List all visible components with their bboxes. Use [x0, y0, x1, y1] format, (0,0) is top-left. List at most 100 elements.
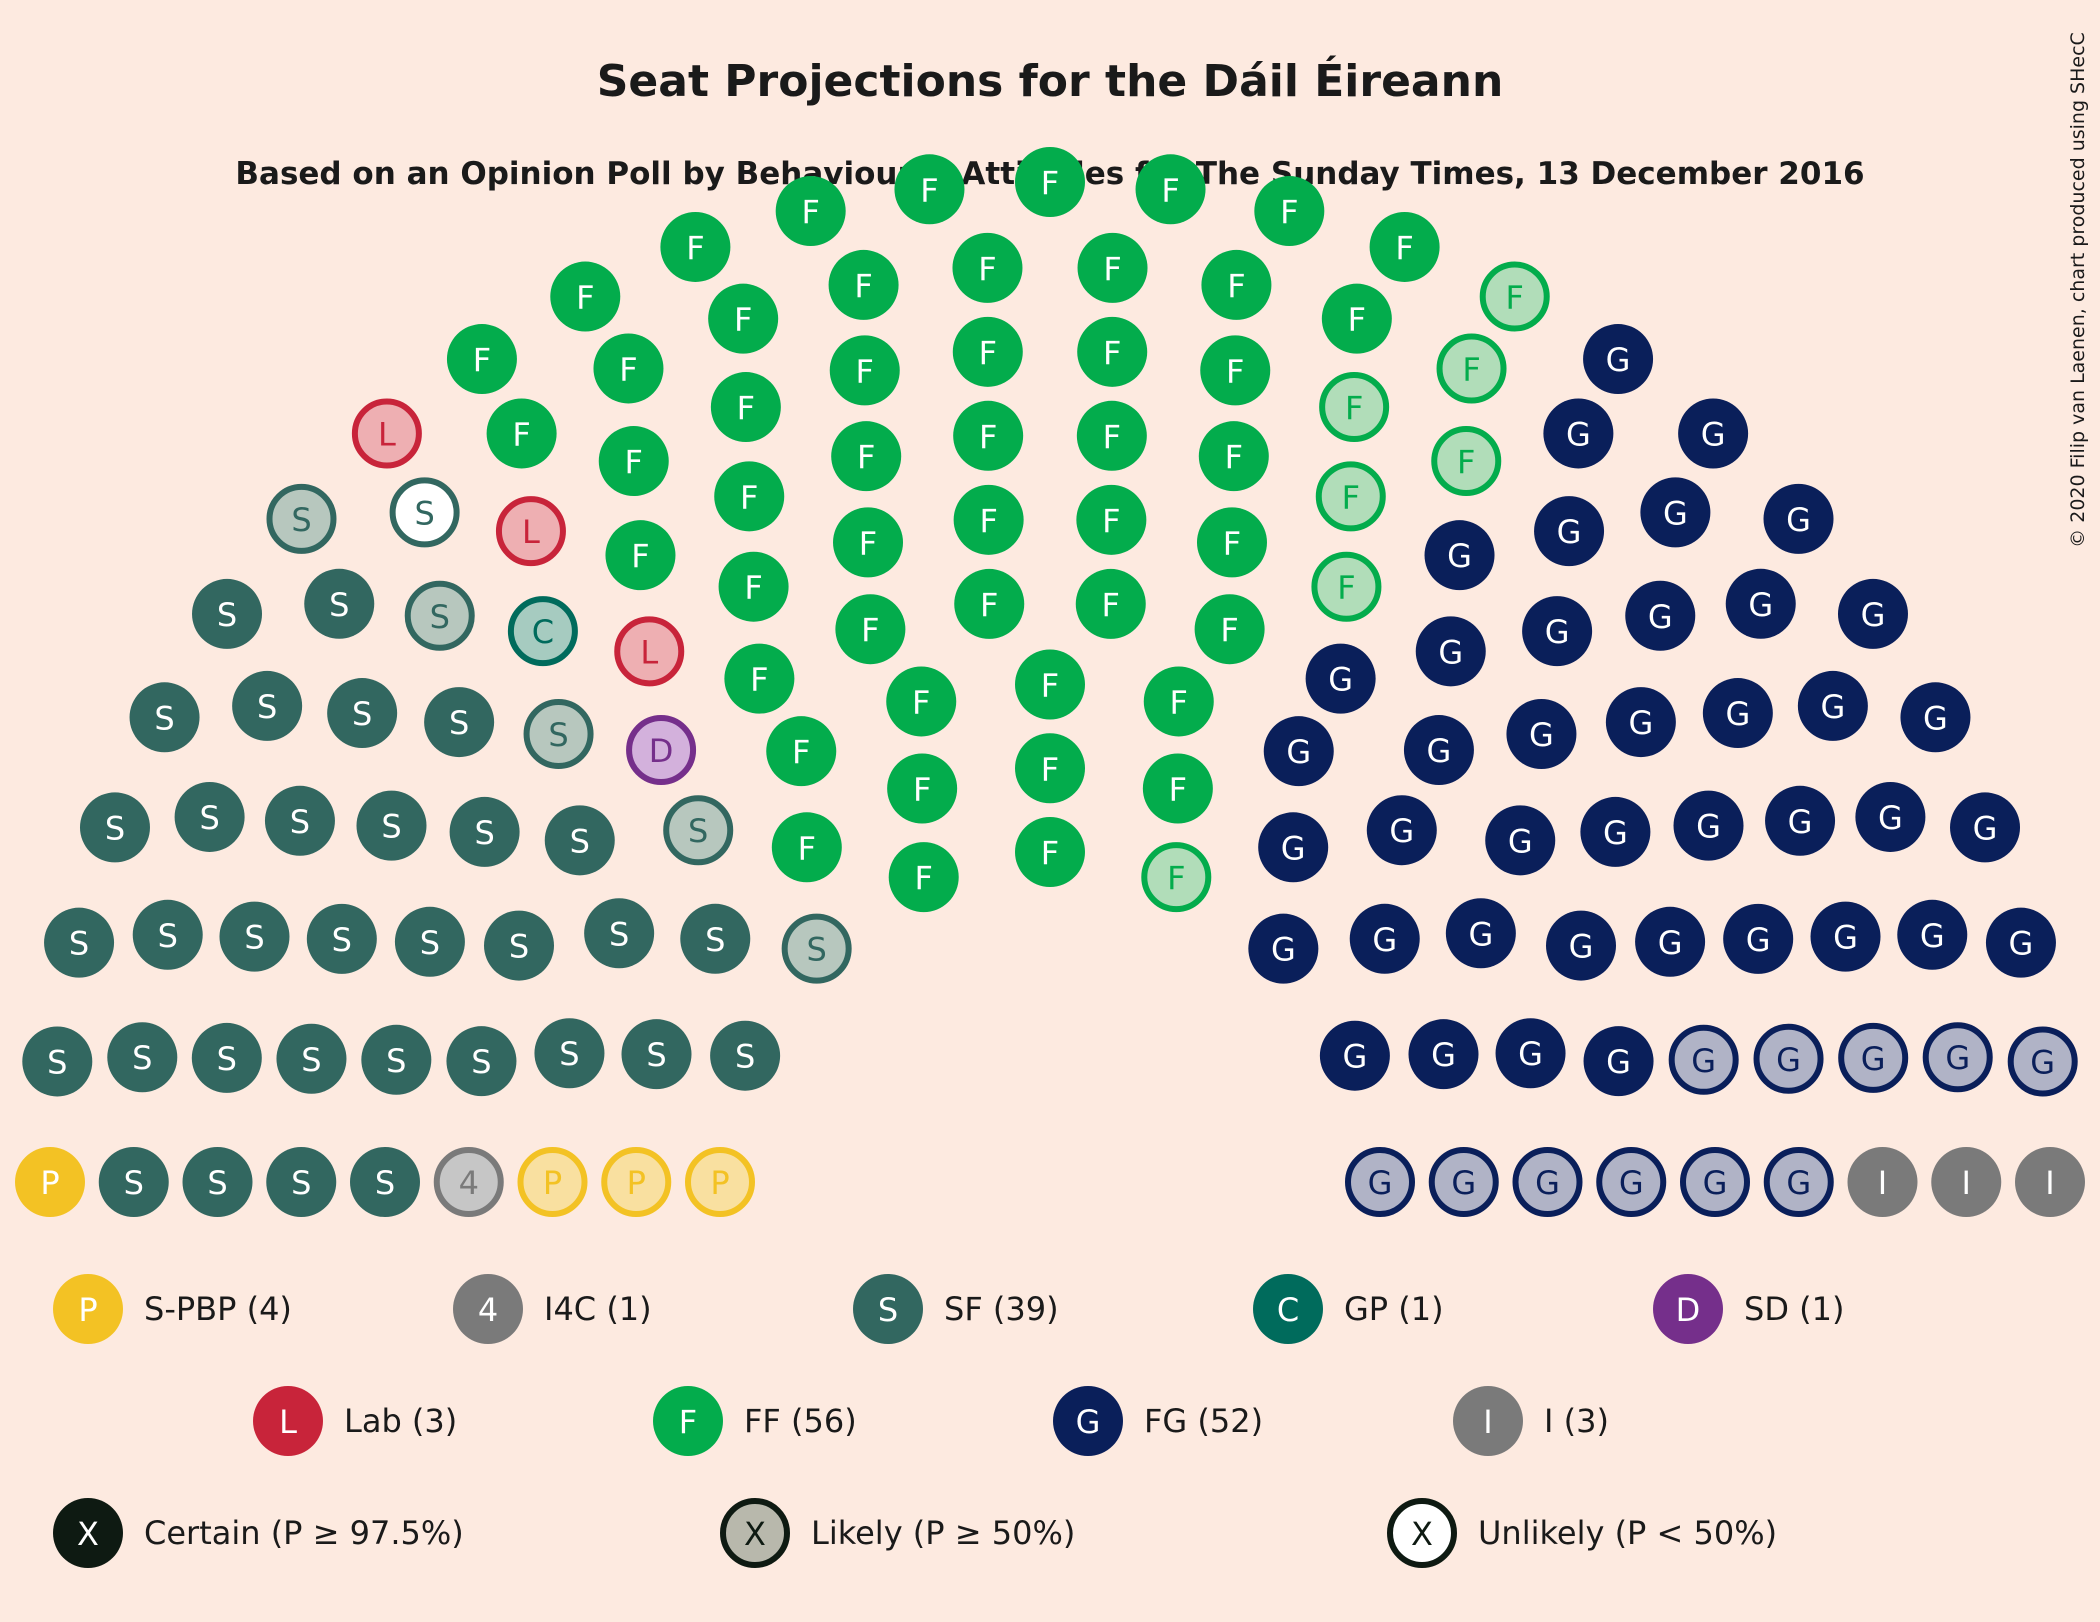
svg-text:G: G	[1468, 915, 1493, 953]
seat-sf: S	[174, 781, 245, 852]
seat-fg: G	[1506, 698, 1577, 769]
seat-fg: G	[1640, 477, 1711, 548]
svg-text:F: F	[979, 334, 997, 372]
svg-text:D: D	[649, 732, 674, 770]
seat-sf: S	[306, 903, 377, 974]
seat-ff: F	[1015, 733, 1085, 804]
seat-ff: F	[1196, 507, 1267, 578]
seat-ff: F	[1431, 426, 1502, 497]
seat-fg: G	[1258, 812, 1329, 883]
seat-sf: S	[544, 805, 615, 876]
seat-arc: P P P P 4 S S S S S S S S S S S S S S S S S S S S S S S S S S S S S S S S S S S…	[15, 147, 2085, 1217]
seat-gp: C	[507, 596, 578, 667]
svg-text:G: G	[1973, 809, 1998, 847]
certainty-legend: X Certain (P ≥ 97.5%) X Likely (P ≥ 50%) X Un…	[53, 1498, 1777, 1568]
svg-text:S: S	[570, 822, 590, 860]
seat-fg: G	[1408, 1019, 1479, 1090]
svg-text:S: S	[420, 924, 440, 962]
seat-fg: G	[1678, 398, 1749, 469]
svg-text:F: F	[734, 301, 752, 339]
legend-label: FF (56)	[744, 1402, 857, 1440]
svg-text:G: G	[1696, 808, 1721, 846]
svg-text:L: L	[522, 513, 540, 551]
svg-text:S: S	[559, 1035, 579, 1073]
seat-sf: S	[404, 580, 475, 651]
svg-text:C: C	[1277, 1291, 1299, 1329]
svg-text:F: F	[920, 171, 938, 209]
seat-ff: F	[1254, 176, 1325, 247]
legend-label: SD (1)	[1744, 1290, 1844, 1328]
svg-text:G: G	[1447, 537, 1472, 575]
svg-text:G: G	[1820, 688, 1845, 726]
svg-text:F: F	[1041, 834, 1059, 872]
legend-item-i: I I (3)	[1453, 1386, 1609, 1456]
seat-fg: G	[1305, 643, 1376, 714]
svg-text:P: P	[710, 1164, 729, 1202]
svg-text:S: S	[806, 931, 826, 969]
svg-text:G: G	[1691, 1042, 1716, 1080]
seat-fg: G	[1668, 1024, 1739, 1095]
svg-text:X: X	[1411, 1515, 1433, 1553]
svg-text:G: G	[1748, 586, 1773, 624]
certainty-item-likely: X Likely (P ≥ 50%)	[720, 1498, 1075, 1568]
seat-fg: G	[1922, 1022, 1993, 1093]
svg-text:G: G	[1786, 1164, 1811, 1202]
seat-fg: G	[1900, 682, 1971, 753]
svg-text:G: G	[1606, 341, 1631, 379]
seat-fg: G	[1673, 790, 1744, 861]
seat-i4c: 4	[433, 1147, 504, 1217]
svg-text:F: F	[1227, 267, 1245, 305]
svg-text:S: S	[329, 586, 349, 624]
svg-text:G: G	[1920, 917, 1945, 955]
seat-ff: F	[1201, 249, 1272, 320]
svg-text:F: F	[861, 611, 879, 649]
seat-i: I	[1847, 1147, 1918, 1217]
seat-ff: F	[1075, 568, 1146, 639]
svg-text:F: F	[979, 418, 997, 456]
seat-ff: F	[953, 484, 1024, 555]
seat-ff: F	[766, 716, 837, 787]
svg-text:F: F	[512, 415, 530, 453]
svg-text:F: F	[740, 478, 758, 516]
seat-fg: G	[1512, 1147, 1583, 1217]
seat-fg: G	[2007, 1026, 2078, 1097]
svg-text:G: G	[1569, 928, 1594, 966]
seat-ff: F	[1142, 753, 1213, 824]
seat-ff: F	[831, 421, 902, 492]
svg-text:G: G	[1372, 921, 1397, 959]
svg-text:L: L	[640, 633, 658, 671]
seat-ff: F	[1200, 335, 1271, 406]
svg-text:F: F	[1102, 586, 1120, 624]
seat-fg: G	[1810, 901, 1881, 972]
seat-sf: S	[484, 910, 555, 981]
seat-sf: S	[350, 1147, 420, 1217]
seat-ff: F	[887, 753, 958, 824]
seat-sf: S	[424, 687, 495, 758]
seat-fg: G	[1765, 785, 1836, 856]
svg-text:F: F	[750, 661, 768, 699]
svg-text:S: S	[471, 1043, 491, 1081]
seat-fg: G	[1583, 1026, 1654, 1097]
svg-text:F: F	[679, 1403, 697, 1441]
svg-text:G: G	[1342, 1038, 1367, 1076]
seat-sf: S	[584, 898, 655, 969]
svg-text:S: S	[47, 1043, 67, 1081]
seat-fg: G	[1985, 907, 2056, 978]
seat-fg: G	[1445, 898, 1516, 969]
svg-text:P: P	[627, 1164, 646, 1202]
seat-ff: F	[1077, 232, 1148, 303]
svg-text:F: F	[1342, 478, 1360, 516]
svg-text:S: S	[430, 598, 450, 636]
seat-sf: S	[192, 578, 263, 649]
legend-label: I4C (1)	[544, 1290, 652, 1328]
svg-text:G: G	[1427, 732, 1452, 770]
seat-ff: F	[724, 643, 795, 714]
svg-text:G: G	[1431, 1036, 1456, 1074]
svg-text:S: S	[688, 812, 708, 850]
svg-text:D: D	[1676, 1291, 1701, 1329]
seat-sf: S	[191, 1022, 262, 1093]
svg-text:F: F	[980, 586, 998, 624]
svg-text:F: F	[1220, 611, 1238, 649]
party-legend: P S-PBP (4) 4 I4C (1) S SF (39) C GP (1) D SD (1)…	[53, 1274, 1844, 1456]
seat-ff: F	[829, 335, 900, 406]
